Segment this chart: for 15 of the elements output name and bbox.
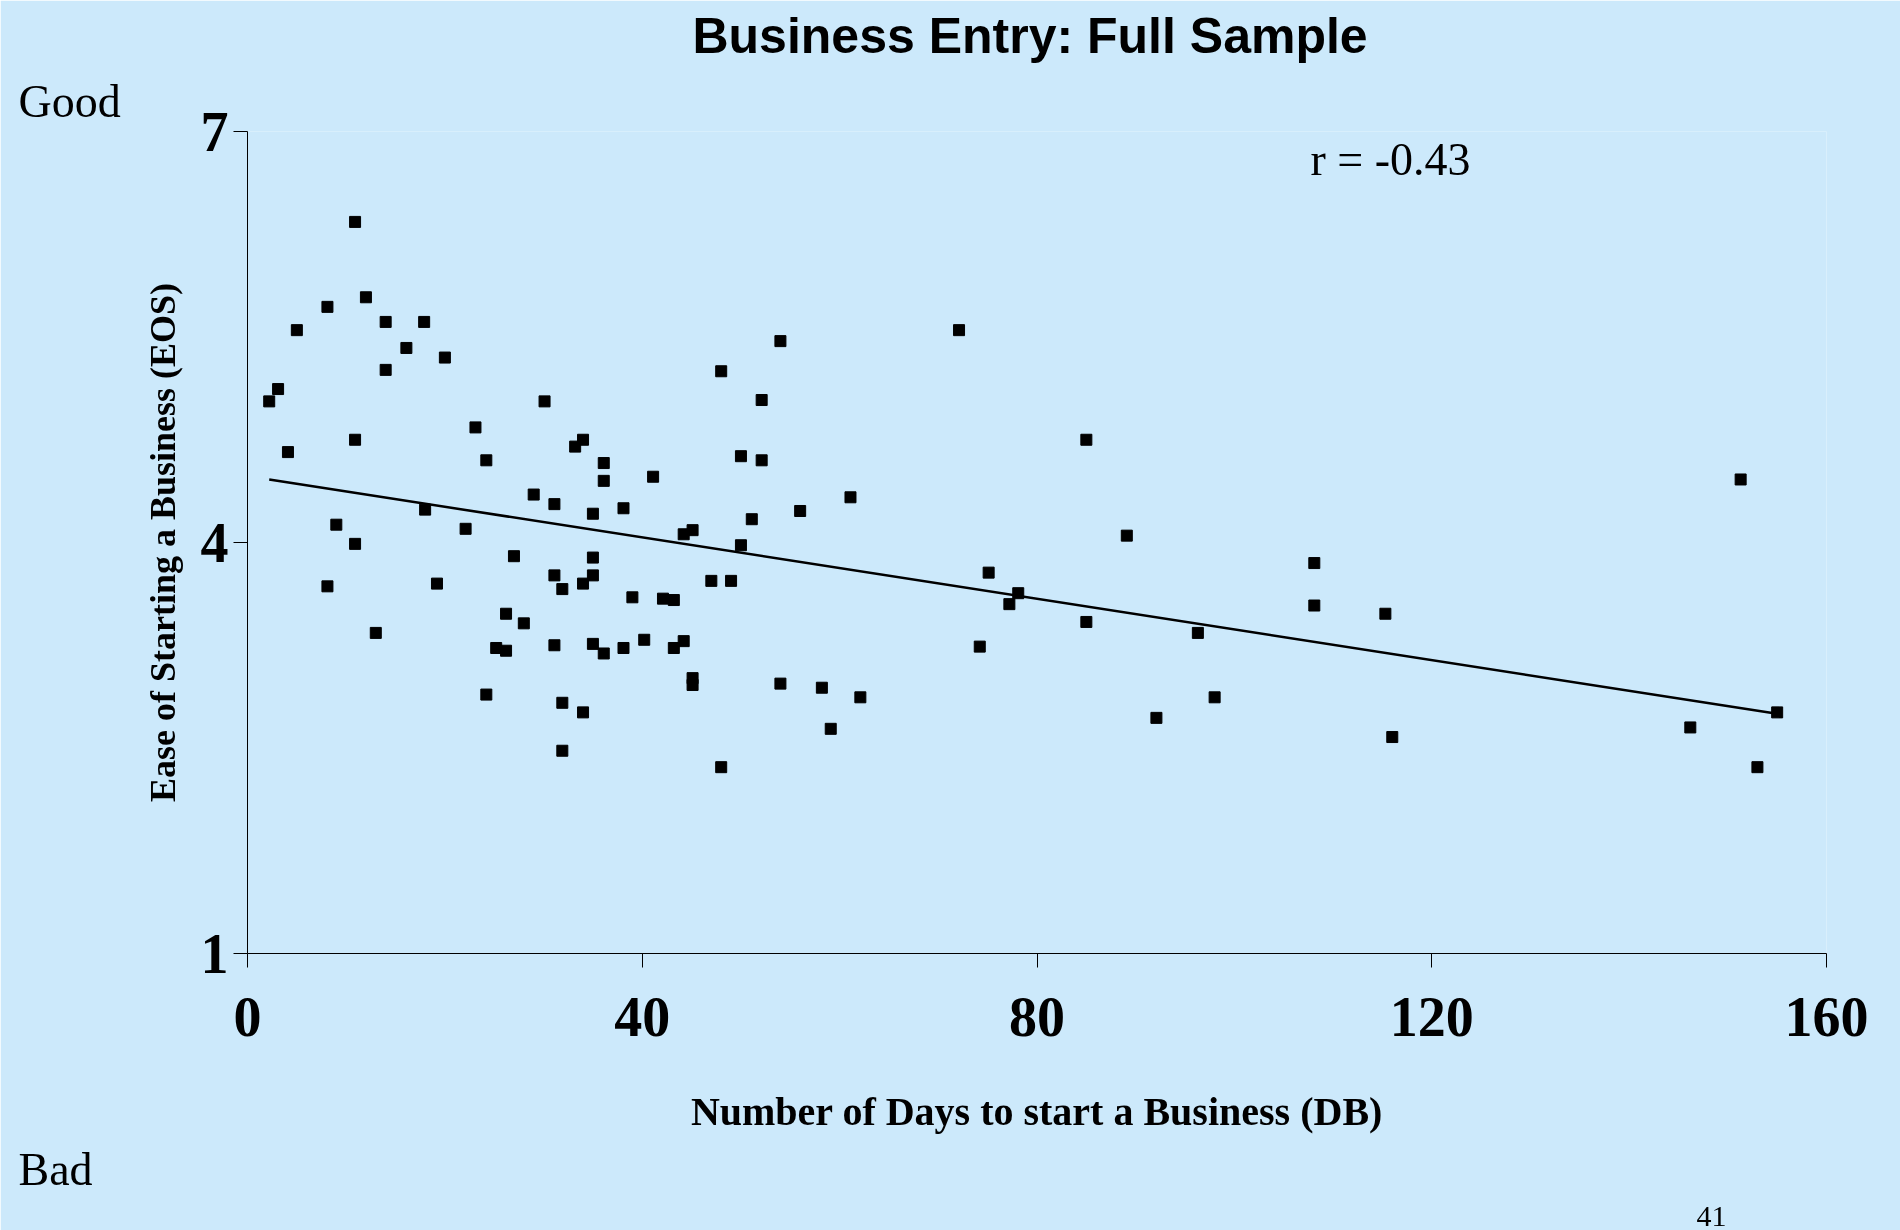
text: Good bbox=[18, 75, 121, 127]
y-axis-title: Ease of Starting a Business (EOS) bbox=[142, 282, 183, 803]
x-tick-label: 120 bbox=[1389, 985, 1474, 1048]
x-tick-label: 80 bbox=[1009, 985, 1065, 1048]
y-tick-label: 4 bbox=[200, 511, 229, 574]
annotation: r = -0.43 bbox=[1310, 134, 1471, 185]
text: 41 bbox=[1696, 1198, 1727, 1230]
text: Bad bbox=[18, 1143, 93, 1195]
chart-title: Business Entry: Full Sample bbox=[692, 7, 1368, 64]
y-tick-label: 1 bbox=[200, 922, 229, 985]
y-tick-label: 7 bbox=[200, 100, 229, 163]
x-tick-label: 40 bbox=[614, 985, 671, 1048]
x-tick-label: 0 bbox=[233, 985, 262, 1048]
x-axis-title: Number of Days to start a Business (DB) bbox=[690, 1088, 1383, 1134]
x-tick-label: 160 bbox=[1784, 985, 1869, 1048]
